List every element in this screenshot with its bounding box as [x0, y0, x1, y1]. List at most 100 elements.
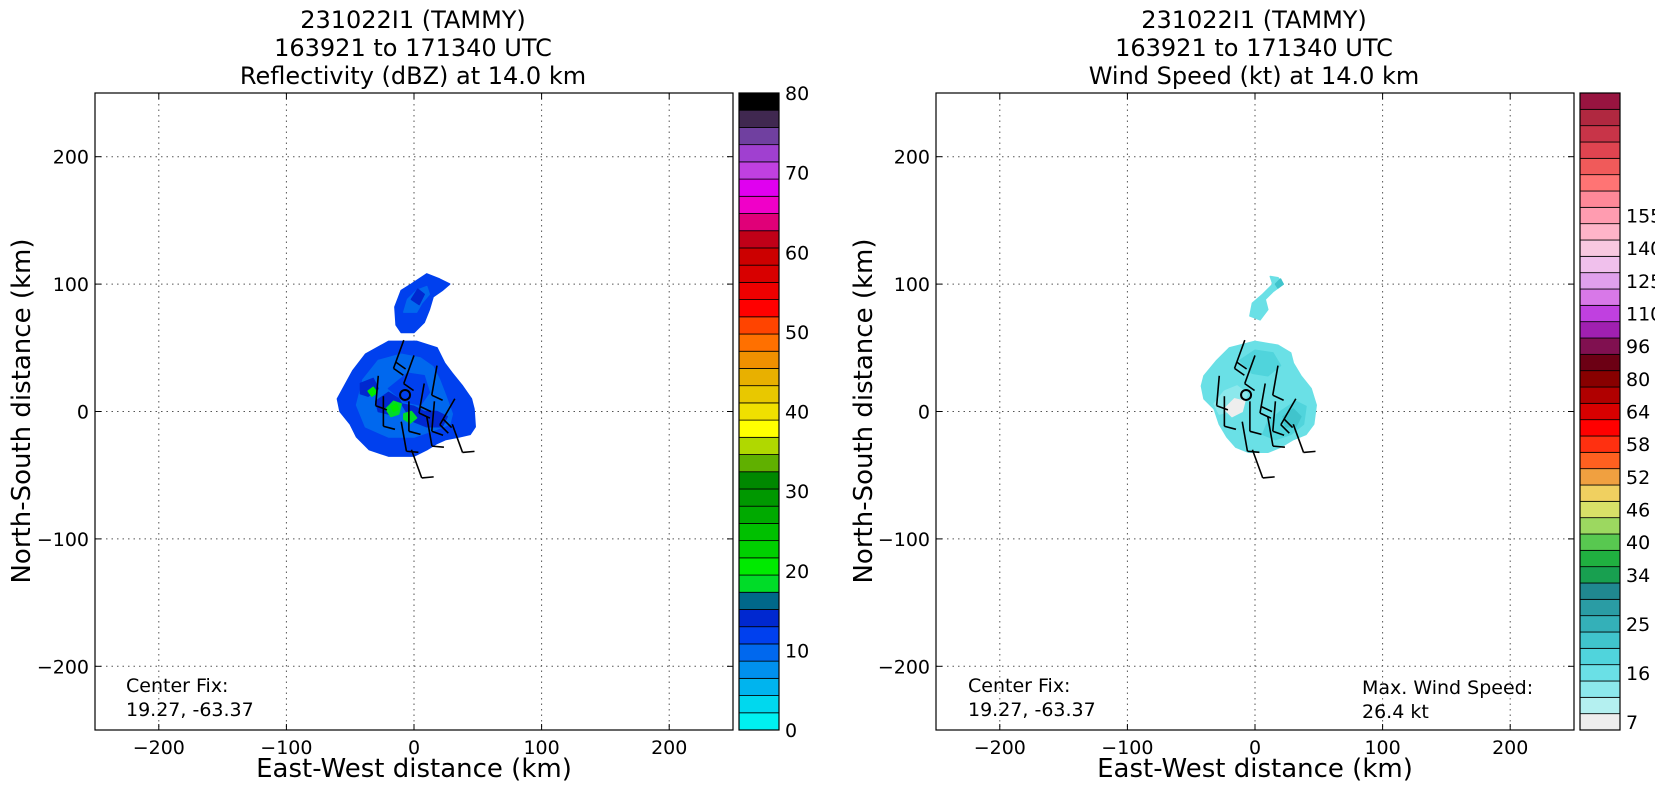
colorbar-tick-label: 40 — [1626, 532, 1650, 554]
colorbar-segment — [1579, 696, 1621, 715]
x-axis-label: East-West distance (km) — [256, 754, 572, 784]
barb-feather — [1244, 382, 1256, 392]
wind-barbs — [1215, 339, 1316, 479]
x-tick-label: −200 — [133, 737, 185, 759]
colorbar-segment — [1579, 304, 1621, 323]
panel-title-line-3: Wind Speed (kt) at 14.0 km — [1089, 62, 1420, 90]
colorbar-tick-label: 40 — [785, 402, 809, 424]
colorbar-segment — [1579, 288, 1621, 306]
wind-barb — [1249, 401, 1262, 436]
wind-barb — [431, 401, 444, 437]
colorbar-segment — [1579, 108, 1621, 127]
x-tick-label: −100 — [1101, 737, 1153, 759]
barb-feather — [1280, 424, 1290, 434]
colorbar-segment — [738, 419, 780, 438]
field-region — [1274, 278, 1284, 289]
colorbar-segment — [1579, 517, 1621, 535]
colorbar-segment — [738, 127, 780, 146]
field-region — [403, 410, 418, 424]
colorbar-segment — [738, 333, 780, 352]
barb-feather — [1236, 361, 1248, 370]
colorbar-segment — [1579, 419, 1621, 437]
colorbar-segment — [1579, 190, 1621, 208]
max-wind-label: Max. Wind Speed: — [1362, 677, 1533, 699]
wind-barb — [451, 423, 475, 454]
barb-feather — [383, 425, 396, 431]
barb-staff — [418, 383, 425, 414]
colorbar-segment — [738, 454, 780, 473]
reflectivity-colorbar: 0 10 20 30 40 50 60 70 80 — [738, 83, 809, 742]
storm-center-marker — [1240, 388, 1253, 401]
barb-staff — [1271, 365, 1279, 396]
barb-staff — [1272, 401, 1277, 432]
x-tick-label: 200 — [1492, 737, 1528, 759]
panel-title-line-2: 163921 to 171340 UTC — [274, 34, 552, 62]
wind-barb — [374, 375, 388, 411]
center-fix-label: Center Fix: — [126, 675, 228, 697]
colorbar-segment — [1579, 484, 1621, 502]
colorbar-segment — [738, 712, 780, 731]
colorbar-segment — [1579, 664, 1621, 682]
barb-feather — [1272, 445, 1285, 448]
wind-barb — [430, 365, 443, 401]
barb-feather — [418, 412, 431, 419]
colorbar-segment — [738, 368, 780, 387]
wind-speed-field — [1200, 275, 1317, 454]
colorbar-segment — [738, 402, 780, 421]
wind-barb — [1259, 383, 1273, 419]
colorbar-tick-label: 50 — [785, 322, 809, 344]
barb-feather — [1283, 418, 1294, 429]
colorbar-segment — [1579, 500, 1621, 519]
colorbar-tick-label: 20 — [785, 561, 809, 583]
colorbar-segment — [1579, 615, 1621, 633]
wind-barb — [392, 339, 407, 376]
colorbar-segment — [1579, 157, 1621, 176]
wind-barb — [1271, 365, 1284, 401]
colorbar-segment — [1579, 468, 1621, 486]
wind-barb — [1280, 398, 1297, 434]
barb-feather — [442, 418, 453, 429]
y-tick-label: 100 — [894, 274, 930, 296]
field-region — [1223, 398, 1246, 418]
panel-title-line-1: 231022I1 (TAMMY) — [1141, 6, 1367, 34]
barb-feather — [431, 430, 444, 437]
colorbar-segment — [1579, 239, 1621, 257]
axis-ticks: −200 −100 0 100 200 −200 −100 0 100 200 — [878, 93, 1574, 759]
wind-barb — [1215, 375, 1229, 411]
barb-feather — [395, 361, 407, 370]
colorbar-segment — [738, 591, 780, 610]
barb-feather — [439, 424, 449, 434]
colorbar-segment — [738, 385, 780, 404]
colorbar-segment — [738, 144, 780, 163]
colorbar-tick-label: 60 — [785, 242, 809, 264]
x-tick-label: 200 — [651, 737, 687, 759]
wind-speed-colorbar: 7 16 25 34 40 46 52 58 64 80 96 110 125 140 155 — [1579, 92, 1655, 734]
colorbar-segment — [738, 609, 780, 628]
colorbar-segment — [738, 695, 780, 714]
barb-feather — [1259, 412, 1272, 419]
wind-barb — [1272, 401, 1285, 437]
barb-staff — [410, 449, 423, 479]
colorbar-segment — [738, 264, 780, 283]
colorbar-tick-label: 64 — [1626, 402, 1650, 424]
barb-feather — [408, 430, 421, 436]
barb-staff — [402, 355, 415, 384]
barb-staff — [1251, 449, 1264, 479]
colorbar-segment — [1579, 435, 1621, 453]
wind-speed-panel: 231022I1 (TAMMY) 163921 to 171340 UTC Wi… — [849, 6, 1655, 784]
colorbar-tick-label: 58 — [1626, 434, 1650, 456]
barb-feather — [1262, 476, 1275, 479]
barb-staff — [1292, 423, 1305, 453]
colorbar-tick-label: 80 — [1626, 369, 1650, 391]
colorbar-segment — [738, 350, 780, 369]
colorbar-tick-label: 46 — [1626, 500, 1650, 522]
colorbar-segment — [738, 557, 780, 576]
colorbar-segment — [738, 643, 780, 662]
axis-ticks: −200 −100 0 100 200 −200 −100 0 100 200 — [37, 93, 733, 759]
colorbar-segment — [738, 161, 780, 180]
colorbar-segment — [738, 677, 780, 696]
colorbar-segment — [738, 540, 780, 559]
barb-feather — [393, 367, 404, 376]
barb-feather — [1272, 430, 1285, 437]
barb-staff — [431, 401, 436, 432]
